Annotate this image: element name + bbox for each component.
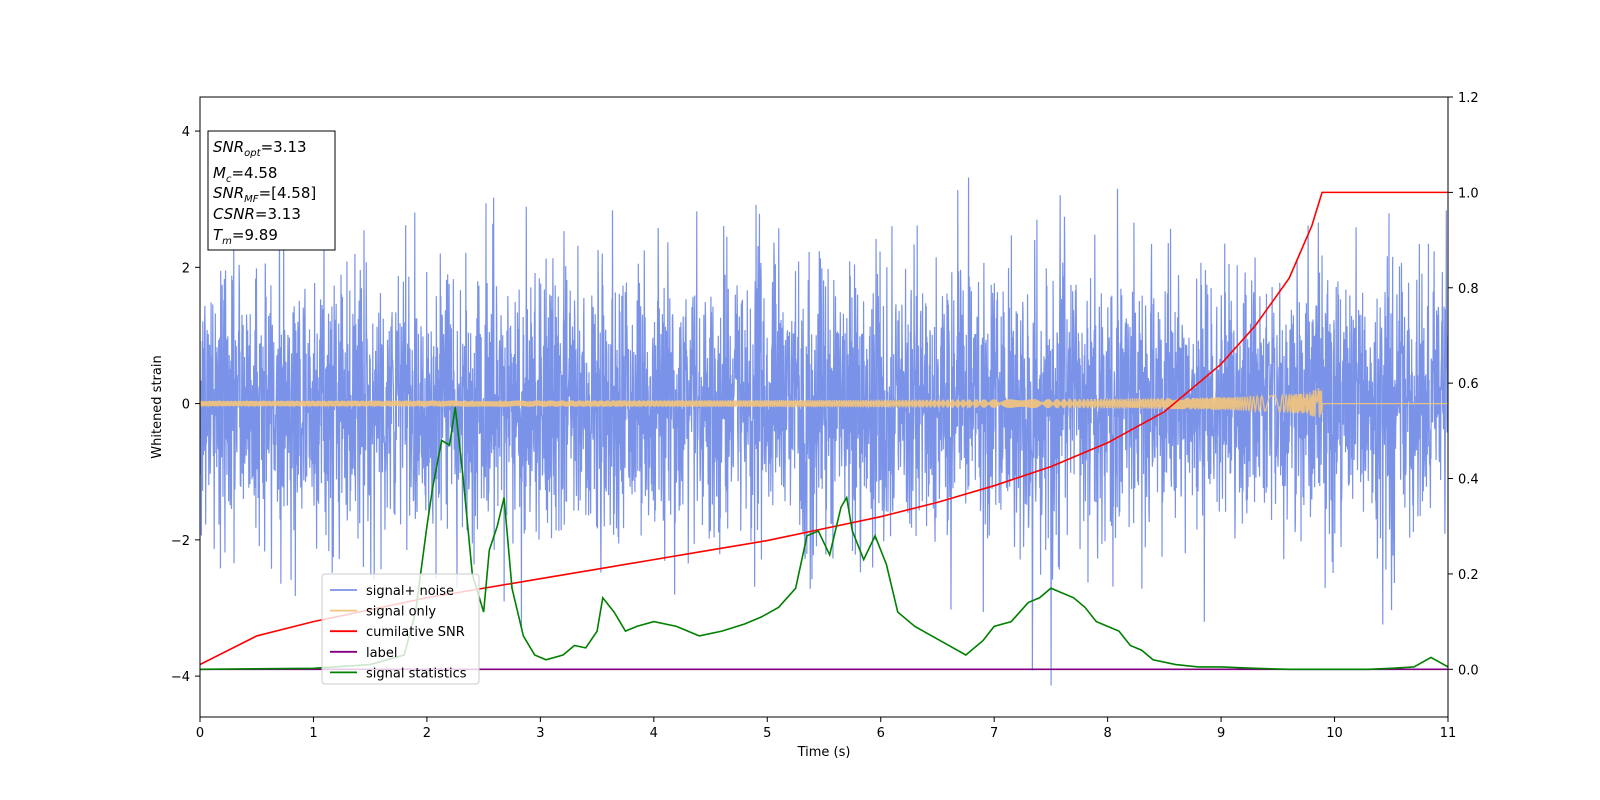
legend-label: signal statistics [366, 666, 467, 681]
x-tick-label: 7 [990, 726, 998, 741]
y-axis-label: Whitened strain [150, 355, 165, 458]
x-tick-label: 11 [1440, 726, 1457, 741]
series-line-signal-noise [200, 177, 1448, 686]
legend-label: cumilative SNR [366, 625, 465, 640]
legend-label: signal+ noise [366, 584, 454, 599]
x-axis: 0 1 2 3 4 5 6 7 8 9 10 11 [196, 717, 1456, 741]
legend-frame [321, 573, 480, 685]
x-tick-label: 0 [196, 726, 204, 741]
stats-csnr: CSNR=3.13 [213, 205, 301, 223]
y-axis-left: −4 −2 0 2 4 [171, 125, 200, 685]
y-tick-label: −2 [171, 534, 190, 549]
legend: signal+ noise signal only cumilative SNR la… [321, 573, 480, 685]
x-tick-label: 8 [1103, 726, 1111, 741]
y2-tick-label: 0.0 [1458, 663, 1479, 678]
y-tick-label: 4 [182, 125, 190, 140]
stats-tm: Tm=9.89 [213, 226, 278, 247]
x-tick-label: 3 [536, 726, 544, 741]
x-tick-label: 10 [1326, 726, 1343, 741]
y2-tick-label: 0.2 [1458, 568, 1479, 583]
x-tick-label: 9 [1217, 726, 1225, 741]
stats-box: SNRopt=3.13 Mc=4.58 SNRMF=[4.58] CSNR=3.… [207, 130, 336, 251]
x-axis-label: Time (s) [797, 745, 851, 760]
stats-snr-mf: SNRMF=[4.58] [213, 184, 316, 205]
legend-label: label [366, 646, 397, 661]
y2-tick-label: 1.2 [1458, 91, 1479, 106]
x-tick-label: 2 [423, 726, 431, 741]
y-tick-label: −4 [171, 670, 190, 685]
x-tick-label: 5 [763, 726, 771, 741]
stats-snr-opt: SNRopt=3.13 [213, 138, 307, 159]
stats-box-frame [207, 130, 336, 251]
y2-tick-label: 0.8 [1458, 282, 1479, 297]
x-tick-label: 1 [309, 726, 317, 741]
x-tick-label: 6 [877, 726, 885, 741]
y-tick-label: 0 [182, 398, 190, 413]
series-line-signal-only [200, 387, 1448, 418]
y-axis-right: 0.0 0.2 0.4 0.6 0.8 1.0 1.2 [1448, 91, 1479, 678]
y-tick-label: 2 [182, 261, 190, 276]
y2-tick-label: 0.6 [1458, 377, 1479, 392]
legend-label: signal only [366, 605, 436, 620]
y2-tick-label: 0.4 [1458, 473, 1479, 488]
plot-frame [199, 96, 1449, 718]
series-line-signal-statistics [200, 406, 1448, 671]
x-tick-label: 4 [650, 726, 658, 741]
stats-mc: Mc=4.58 [213, 164, 277, 185]
y2-tick-label: 1.0 [1458, 186, 1479, 201]
